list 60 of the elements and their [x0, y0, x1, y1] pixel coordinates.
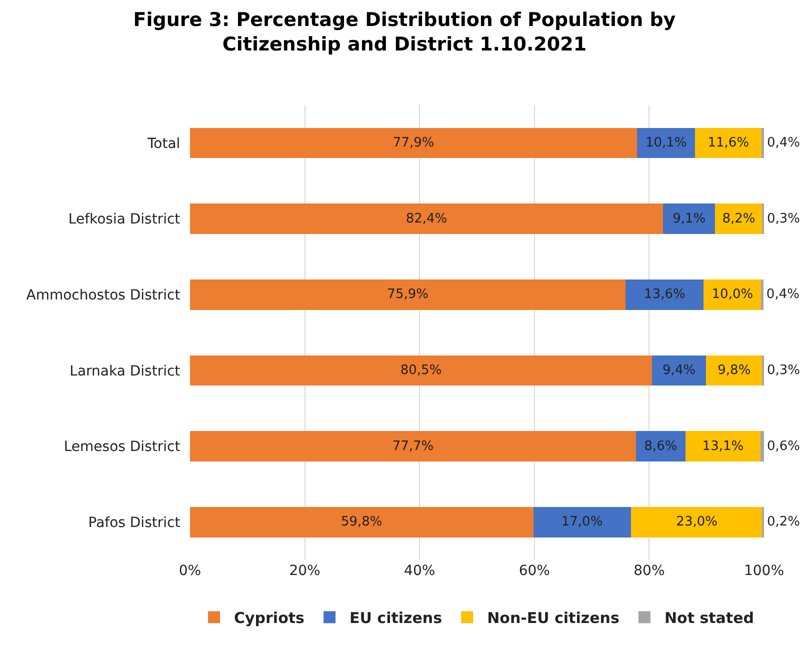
data-label: 0,4%: [766, 287, 800, 302]
bar: [685, 431, 761, 462]
bar: [637, 128, 696, 158]
y-tick-label: Pafos District: [88, 514, 181, 531]
legend-label: Cypriots: [234, 609, 305, 628]
bar: [695, 128, 762, 158]
bar: [190, 279, 626, 310]
data-label: 82,4%: [406, 211, 448, 226]
bar: [190, 506, 534, 538]
bar: [760, 431, 764, 462]
data-label: 59,8%: [340, 514, 382, 530]
bar: [190, 431, 636, 462]
bar: [190, 128, 638, 158]
data-label: 0,2%: [767, 514, 800, 530]
bar: [652, 355, 706, 386]
x-tick-label: 0%: [178, 563, 202, 579]
data-label: 8,2%: [722, 211, 756, 226]
legend-label: EU citizens: [350, 609, 442, 628]
data-label: 0,3%: [767, 211, 800, 226]
bar: [626, 279, 704, 310]
bar: [190, 204, 663, 234]
data-label: 77,9%: [392, 135, 434, 150]
data-label: 8,6%: [644, 438, 678, 454]
data-label: 17,0%: [561, 514, 603, 530]
bar: [706, 355, 762, 386]
data-label: 75,9%: [387, 287, 428, 302]
data-label: 13,1%: [702, 438, 744, 454]
bar: [630, 506, 763, 538]
bar: [636, 431, 686, 462]
legend-label: Not stated: [664, 609, 754, 628]
y-tick-label: Lemesos District: [64, 439, 181, 456]
x-tick-label: 60%: [518, 563, 550, 579]
bar: [715, 204, 762, 234]
data-label: 23,0%: [676, 514, 718, 530]
bar: [190, 355, 652, 386]
data-label: 0,6%: [767, 438, 800, 454]
data-label: 10,0%: [712, 287, 754, 302]
x-tick-label: 20%: [289, 563, 320, 579]
data-label: 0,3%: [767, 362, 800, 378]
x-tick-label: 40%: [404, 563, 436, 579]
x-tick-label: 80%: [634, 563, 665, 579]
y-tick-label: Larnaka District: [70, 363, 181, 380]
bar: [662, 204, 716, 234]
data-label: 9,8%: [718, 362, 751, 378]
data-label: 9,4%: [662, 362, 696, 378]
y-tick-label: Ammochostos District: [26, 287, 181, 304]
data-label: 77,7%: [392, 438, 434, 454]
bar: [533, 506, 631, 538]
x-tick-label: 100%: [744, 563, 784, 579]
chart-title: Figure 3: Percentage Distribution of Population by Citizenship and District 1.10.2021: [133, 8, 676, 56]
y-tick-label: Lefkosia District: [68, 212, 181, 228]
y-tick-label: Total: [146, 136, 180, 152]
data-label: 0,4%: [767, 135, 800, 150]
legend-label: Non-EU citizens: [487, 609, 620, 628]
data-label: 13,6%: [644, 287, 686, 302]
data-label: 80,5%: [400, 362, 442, 378]
data-label: 9,1%: [672, 211, 706, 226]
data-label: 11,6%: [708, 135, 750, 150]
data-label: 10,1%: [645, 135, 687, 150]
bar: [704, 279, 762, 310]
